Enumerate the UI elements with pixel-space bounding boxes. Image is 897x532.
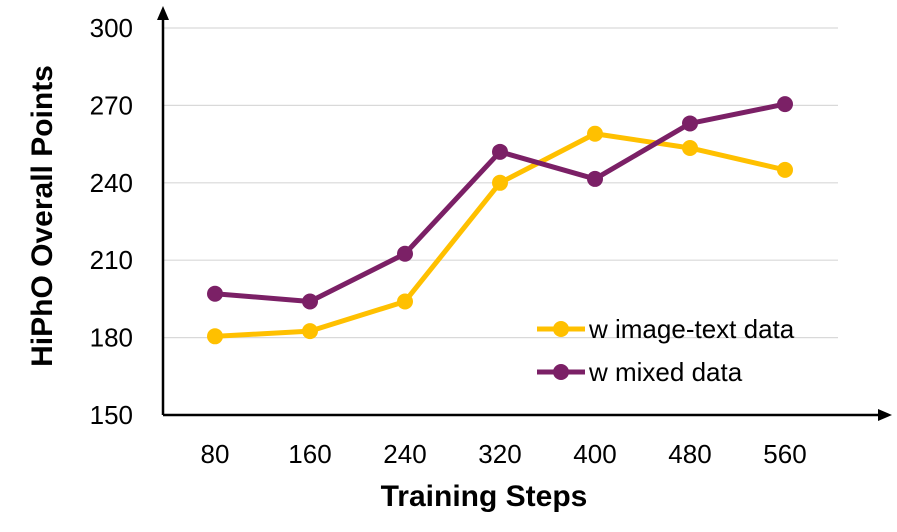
x-axis-arrow-icon (878, 409, 892, 421)
x-tick-label-560: 560 (763, 439, 806, 469)
x-axis-title: Training Steps (381, 480, 588, 513)
y-tick-label-300: 300 (90, 13, 133, 43)
legend-marker-image-text (553, 321, 569, 337)
data-point-1-560 (777, 96, 793, 113)
legend-item-mixed: w mixed data (537, 357, 743, 387)
x-tick-label-320: 320 (478, 439, 521, 469)
y-tick-label-150: 150 (90, 400, 133, 430)
series-lines (207, 96, 793, 345)
data-point-0-320 (492, 174, 508, 191)
data-point-0-400 (587, 125, 603, 142)
y-tick-label-180: 180 (90, 323, 133, 353)
x-tick-label-80: 80 (201, 439, 230, 469)
data-point-1-320 (492, 143, 508, 160)
series-1 (207, 96, 793, 310)
series-line-0 (214, 131, 786, 339)
x-tick-label-400: 400 (573, 439, 616, 469)
data-point-1-400 (587, 170, 603, 187)
data-point-1-240 (397, 245, 413, 262)
legend-marker-mixed (553, 364, 569, 380)
y-tick-label-210: 210 (90, 245, 133, 275)
x-tick-label-160: 160 (288, 439, 331, 469)
legend-label-mixed: w mixed data (588, 357, 743, 387)
data-point-1-80 (207, 285, 223, 302)
y-axis-title: HiPhO Overall Points (26, 65, 59, 367)
data-point-0-560 (777, 161, 793, 178)
series-0 (207, 125, 793, 345)
x-tick-labels: 80 160 240 320 400 480 560 (201, 439, 807, 469)
y-axis-arrow-icon (157, 6, 169, 20)
data-point-0-240 (397, 293, 413, 310)
series-line-1 (214, 101, 786, 304)
data-point-0-160 (302, 323, 318, 340)
data-point-1-480 (682, 115, 698, 132)
y-tick-label-240: 240 (90, 168, 133, 198)
y-tick-labels: 150 180 210 240 270 300 (90, 13, 133, 430)
data-point-1-160 (302, 293, 318, 310)
data-point-0-80 (207, 328, 223, 345)
data-point-0-480 (682, 139, 698, 156)
y-tick-label-270: 270 (90, 90, 133, 120)
x-tick-label-240: 240 (383, 439, 426, 469)
x-tick-label-480: 480 (668, 439, 711, 469)
legend-label-image-text: w image-text data (588, 314, 795, 344)
legend: w image-text data w mixed data (537, 314, 795, 387)
legend-item-image-text: w image-text data (537, 314, 795, 344)
